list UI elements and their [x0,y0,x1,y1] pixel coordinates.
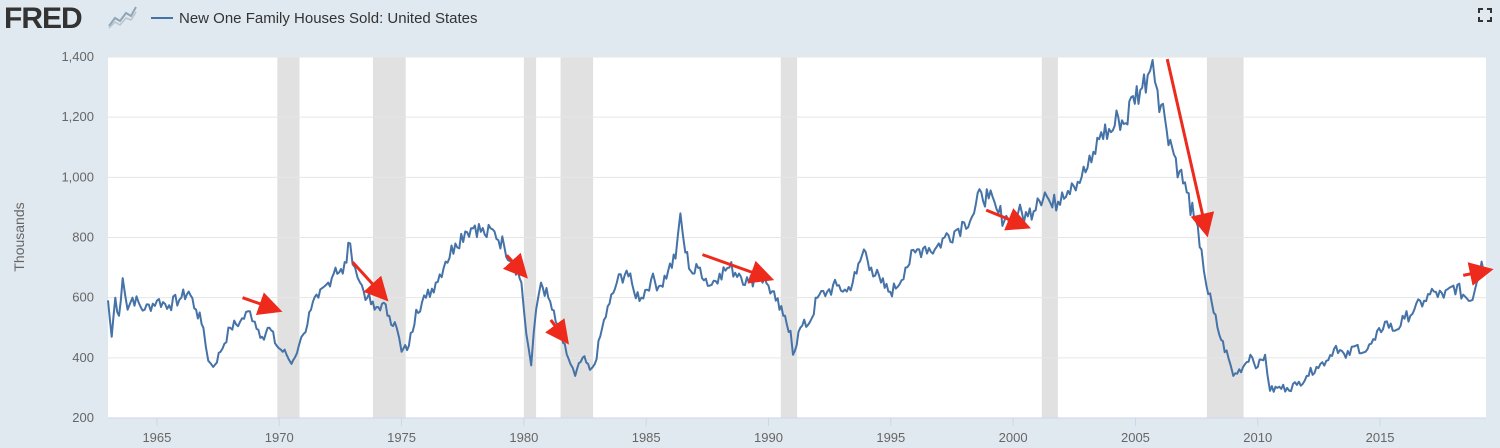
y-tick-label: 400 [72,350,94,365]
annotation-arrow-6 [1165,58,1215,238]
y-tick-label: 600 [72,290,94,305]
x-tick-label: 1970 [265,430,294,445]
x-tick-label: 1975 [387,430,416,445]
y-tick-label: 200 [72,410,94,425]
x-tick-label: 2000 [999,430,1028,445]
chart-header: FRED New One Family Houses Sold: United … [0,0,1500,40]
x-tick-label: 1990 [754,430,783,445]
trend-graph-icon [107,4,137,29]
x-tick-label: 1980 [509,430,538,445]
annotation-arrow-1 [351,261,389,302]
x-tick-label: 1985 [632,430,661,445]
y-tick-label: 1,200 [61,109,94,124]
y-tick-label: 1,000 [61,169,94,184]
fullscreen-icon[interactable] [1478,8,1492,22]
legend-swatch [151,17,173,19]
x-tick-label: 2015 [1366,430,1395,445]
annotation-arrow-3 [545,318,570,345]
x-tick-label: 2005 [1121,430,1150,445]
annotation-arrow-4 [701,253,775,284]
y-tick-label: 1,400 [61,49,94,64]
series-line-0 [107,59,1487,393]
y-axis-label: Thousands [11,202,27,271]
x-tick-label: 1965 [142,430,171,445]
x-tick-label: 2010 [1243,430,1272,445]
x-tick-label: 1995 [876,430,905,445]
annotation-arrow-2 [502,252,528,279]
y-tick-label: 800 [72,230,94,245]
fred-logo[interactable]: FRED [4,2,83,35]
annotation-arrow-0 [242,292,283,316]
annotation-arrow-7 [1462,262,1494,286]
chart-legend: New One Family Houses Sold: United State… [151,8,477,28]
legend-label: New One Family Houses Sold: United State… [179,9,478,27]
annotation-arrow-5 [985,208,1031,231]
